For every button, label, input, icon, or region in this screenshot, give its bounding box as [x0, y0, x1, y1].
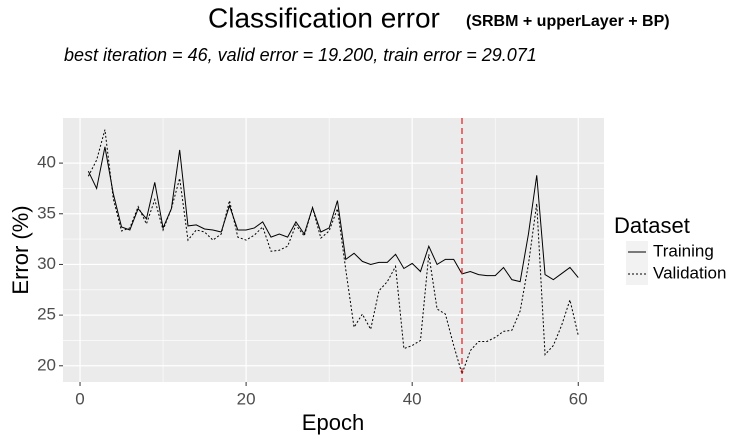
x-tick-label: 0	[75, 389, 84, 408]
x-tick-label: 20	[237, 389, 256, 408]
legend-title: Dataset	[614, 213, 690, 238]
x-axis-title: Epoch	[302, 410, 364, 435]
x-tick-label: 40	[403, 389, 422, 408]
subtitle: best iteration = 46, valid error = 19.20…	[64, 45, 537, 65]
legend-label: Validation	[653, 263, 726, 282]
chart-title: Classification error	[208, 2, 440, 33]
title-note: (SRBM + upperLayer + BP)	[466, 13, 670, 30]
y-tick-label: 25	[37, 305, 56, 324]
y-tick-label: 20	[37, 355, 56, 374]
x-tick-label: 60	[569, 389, 588, 408]
y-tick-label: 30	[37, 254, 56, 273]
y-tick-label: 40	[37, 153, 56, 172]
legend-label: Training	[653, 241, 714, 260]
y-tick-label: 35	[37, 203, 56, 222]
y-axis-title: Error (%)	[8, 205, 33, 294]
panel	[63, 118, 604, 382]
